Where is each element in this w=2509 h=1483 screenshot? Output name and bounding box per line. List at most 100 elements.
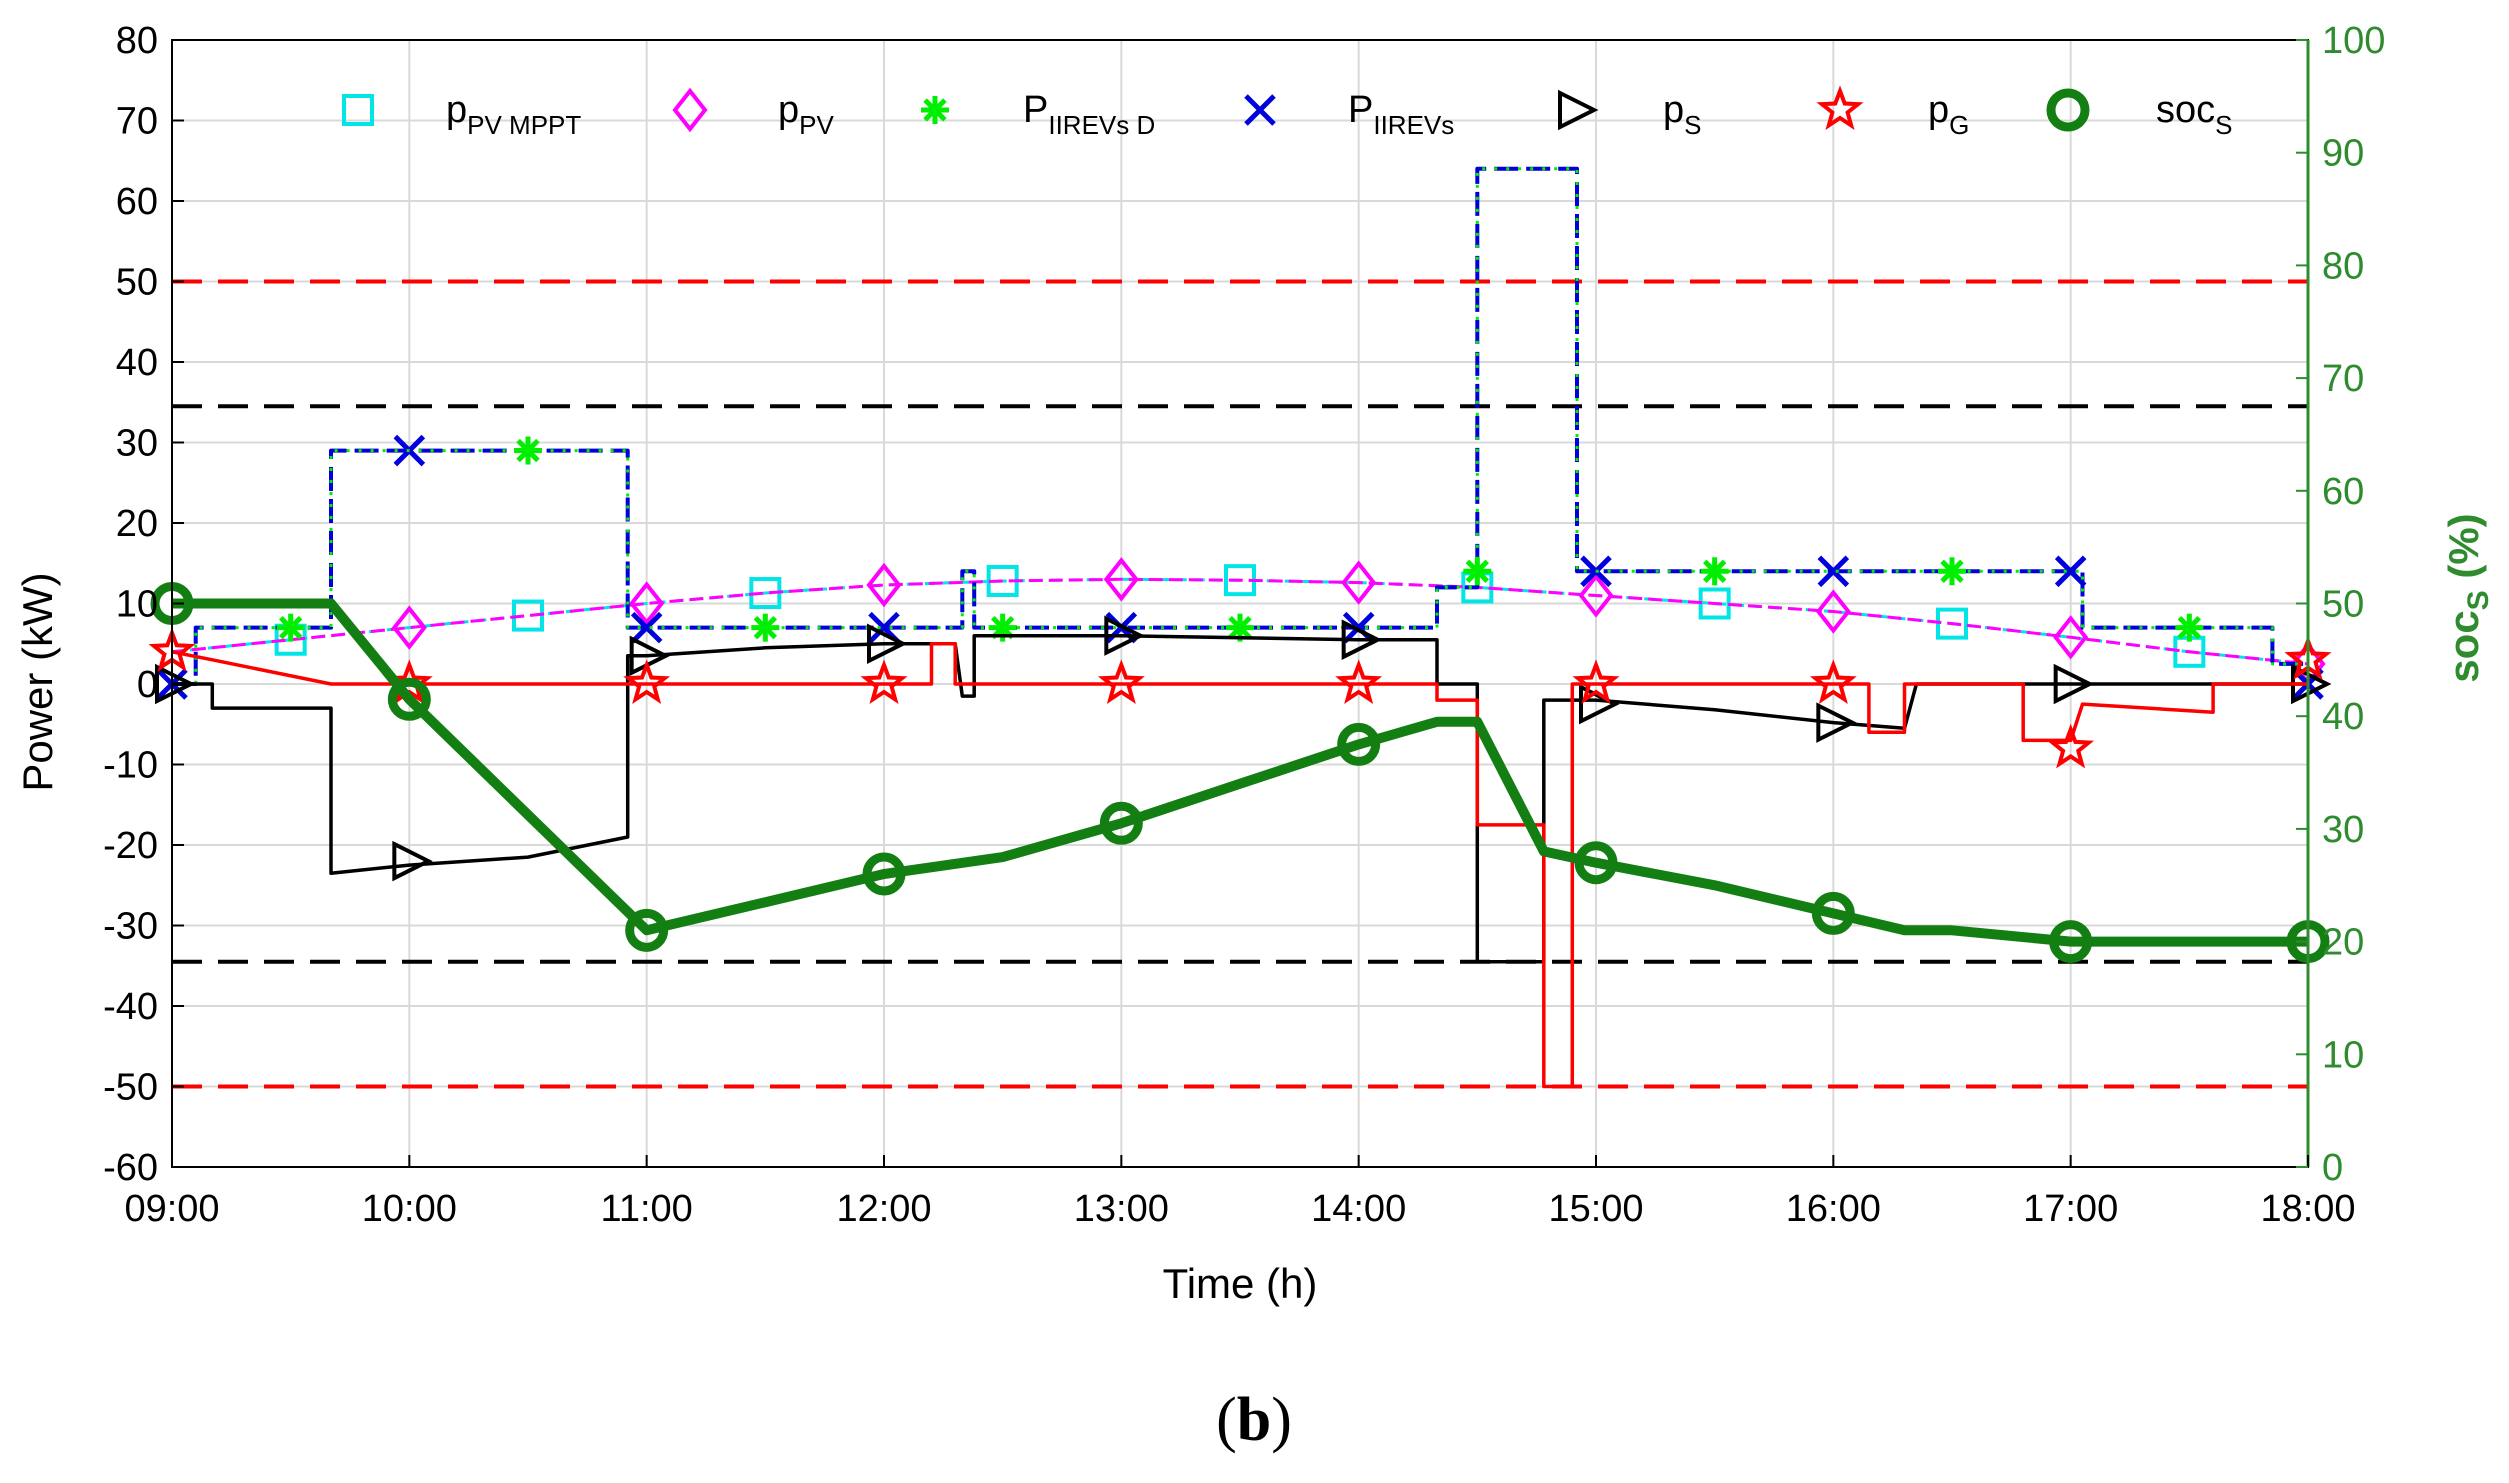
series-line-pevd <box>172 167 2308 686</box>
marker-soc-6 <box>1574 841 1618 885</box>
series-soc <box>150 582 2330 964</box>
marker-ps-2 <box>629 635 671 677</box>
legend-marker-pg <box>1816 85 1864 131</box>
x-tick-label-8: 17:00 <box>2023 1188 2118 1230</box>
legend-marker-soc <box>2046 88 2090 132</box>
marker-ps-1 <box>392 840 433 882</box>
x-tick-label-2: 11:00 <box>601 1188 693 1230</box>
marker-ppv-2 <box>866 562 902 608</box>
marker-soc-8 <box>2049 920 2093 964</box>
y-tick-label-13: -50 <box>103 1067 158 1109</box>
legend-label-ppv_mppt: pPV MPPT <box>446 89 581 140</box>
tick-labels: 09:00 10:00 11:00 12:00 13:00 14:00 15:00 16:00… <box>103 20 2385 1230</box>
marker-soc-5 <box>1337 722 1381 766</box>
marker-ppv-5 <box>1578 573 1614 618</box>
limit-lines <box>172 279 2308 1089</box>
legend-label-soc: socS <box>2156 89 2232 140</box>
legend-item-pg: pG <box>1816 85 1969 140</box>
marker-ppv-6 <box>1815 589 1851 634</box>
x-tick-label-6: 15:00 <box>1548 1188 1643 1230</box>
marker-pg-3 <box>860 659 908 705</box>
legend-marker-pev <box>1244 94 1276 126</box>
marker-pg-4 <box>1097 659 1145 705</box>
x-axis-label: Time (h) <box>1163 1260 1318 1307</box>
x-tick-label-4: 13:00 <box>1074 1188 1169 1230</box>
marker-pg-7 <box>1809 659 1857 705</box>
marker-soc-3 <box>862 852 906 896</box>
legend-item-ppv_mppt: pPV MPPT <box>342 89 581 140</box>
y2-tick-label-2: 80 <box>2322 245 2364 287</box>
marker-soc-1 <box>387 677 431 721</box>
figure-caption: (b) <box>1216 1386 1292 1454</box>
legend-label-pg: pG <box>1928 89 1969 140</box>
y2-tick-label-8: 20 <box>2322 922 2364 964</box>
x-tick-label-7: 16:00 <box>1786 1188 1881 1230</box>
y-tick-label-3: 50 <box>116 262 158 304</box>
marker-pevd-0 <box>276 613 305 642</box>
y-tick-label-0: 80 <box>116 20 158 62</box>
marker-ps-3 <box>867 623 908 664</box>
y2-tick-label-6: 40 <box>2322 696 2364 738</box>
legend-item-ps: pS <box>1558 89 1701 140</box>
y2-axis-label: socS (%) <box>2440 513 2495 682</box>
legend-item-soc: socS <box>2046 88 2232 140</box>
marker-soc-7 <box>1811 891 1855 935</box>
marker-pg-5 <box>1335 659 1383 705</box>
grid-lines <box>171 39 2309 1168</box>
marker-pev-7 <box>1817 555 1850 588</box>
marker-pevd-7 <box>1938 557 1966 586</box>
legend-label-pevd: PIIREVs D <box>1023 89 1155 140</box>
y2-axis-label-sub: S <box>2462 590 2495 610</box>
y-tick-label-4: 40 <box>116 342 158 384</box>
x-tick-label-3: 12:00 <box>836 1188 931 1230</box>
legend-label-ppv: pPV <box>778 89 834 140</box>
marker-pev-8 <box>2054 555 2087 588</box>
series-ps <box>155 615 2332 964</box>
marker-ps-0 <box>155 663 196 705</box>
legend-marker-ppv_mppt <box>342 94 374 126</box>
marker-soc-4 <box>1099 801 1143 845</box>
marker-ppv-1 <box>629 581 665 626</box>
y2-tick-label-1: 90 <box>2322 133 2364 175</box>
y-tick-label-5: 30 <box>116 423 158 465</box>
y2-axis-label-unit: (%) <box>2440 513 2487 590</box>
marker-pevd-1 <box>514 436 542 465</box>
series-ppv <box>171 557 2326 687</box>
y2-tick-label-9: 10 <box>2322 1034 2364 1076</box>
y2-tick-label-3: 70 <box>2322 358 2364 400</box>
y2-tick-label-4: 60 <box>2322 471 2364 513</box>
marker-ps-4 <box>1104 615 1145 656</box>
y2-tick-label-0: 100 <box>2322 20 2385 62</box>
y2-tick-label-5: 50 <box>2322 584 2364 626</box>
y-axis-label: Power (kW) <box>14 572 61 791</box>
y-tick-label-7: 10 <box>116 584 158 626</box>
marker-ps-5 <box>1341 619 1383 660</box>
marker-pevd-5 <box>1463 557 1492 586</box>
series-pg <box>148 627 2332 1089</box>
legend-item-pev: PIIREVs <box>1244 89 1454 140</box>
marker-ps-7 <box>1816 702 1857 743</box>
x-tick-label-5: 14:00 <box>1311 1188 1406 1230</box>
y2-tick-label-7: 30 <box>2322 809 2364 851</box>
marker-pevd-6 <box>1700 557 1729 586</box>
marker-pg-2 <box>623 659 671 705</box>
series-line-ppv <box>171 577 2309 666</box>
marker-soc-2 <box>625 908 669 952</box>
marker-pev-2 <box>630 611 663 644</box>
x-tick-label-0: 09:00 <box>124 1188 219 1230</box>
y-tick-label-1: 70 <box>116 101 158 143</box>
y2-tick-label-10: 0 <box>2322 1147 2343 1189</box>
y-tick-label-10: -20 <box>103 825 158 867</box>
x-tick-label-1: 10:00 <box>362 1188 457 1230</box>
marker-ps-8 <box>2053 663 2095 705</box>
y-tick-label-2: 60 <box>116 181 158 223</box>
marker-pevd-2 <box>751 613 780 642</box>
series-line-soc <box>172 598 2308 947</box>
x-tick-label-9: 18:00 <box>2260 1188 2355 1230</box>
legend-marker-ps <box>1558 89 1599 131</box>
marker-ppv-3 <box>1103 557 1139 602</box>
y-tick-label-12: -40 <box>103 986 158 1028</box>
legend: pPV MPPT pPV PIIREVs D PIIREVs pS pG socS <box>342 85 2232 140</box>
marker-pg-8 <box>2047 723 2095 769</box>
